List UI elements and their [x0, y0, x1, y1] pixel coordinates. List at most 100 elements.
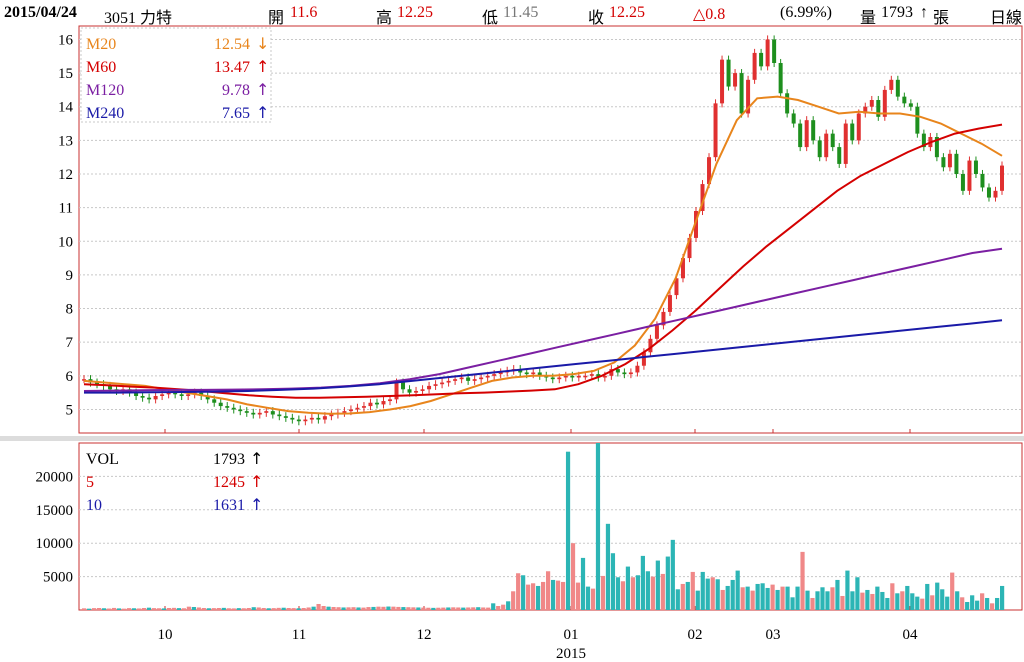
volume-bar: [835, 579, 840, 610]
volume-bar: [386, 606, 391, 610]
candle-body: [147, 397, 152, 400]
candle-body: [869, 100, 874, 107]
volume-bar: [151, 608, 157, 610]
volume-bar: [336, 607, 341, 610]
candle-body: [921, 133, 926, 148]
volume-bar: [371, 606, 376, 610]
price-tick-label: 12: [58, 167, 73, 183]
volume-bar: [331, 606, 336, 610]
close-label: 收: [588, 10, 605, 27]
volume-legend-5-name: 5: [86, 474, 94, 491]
volume-bar: [840, 595, 845, 610]
volume-bar: [885, 597, 890, 610]
volume-bar: [381, 606, 386, 610]
candle-body: [466, 377, 471, 381]
volume-bar: [396, 606, 401, 610]
volume-bar: [605, 523, 611, 610]
volume-bar: [855, 577, 860, 610]
candle-body: [231, 407, 236, 410]
candle-body: [895, 79, 900, 97]
candle-body: [772, 39, 777, 63]
volume-bar: [256, 607, 261, 610]
volume-bar: [735, 570, 740, 610]
volume-bar: [481, 607, 486, 610]
candle-body: [290, 417, 295, 420]
volume-bar: [905, 585, 910, 610]
volume-bar: [725, 585, 730, 610]
candle-body: [934, 137, 939, 158]
volume-bar: [915, 596, 920, 610]
candle-body: [316, 417, 321, 420]
candle-body: [726, 59, 731, 87]
volume-bar: [106, 608, 112, 610]
volume-bar: [146, 607, 152, 610]
volume-bar: [456, 607, 461, 610]
volume-bar: [660, 573, 665, 610]
candle-body: [720, 59, 725, 104]
volume-bar: [765, 587, 770, 610]
x-year-label: 2015: [556, 646, 586, 662]
volume-bar: [531, 583, 536, 610]
volume-bar: [795, 586, 800, 610]
volume-bar: [461, 607, 466, 610]
volume-bar: [740, 587, 745, 610]
ma-line-m240: [84, 319, 1003, 394]
candle-body: [973, 160, 978, 174]
volume-bar: [366, 607, 371, 610]
volume-bar: [695, 590, 700, 610]
candle-body: [518, 369, 523, 373]
volume-bar: [86, 608, 92, 610]
volume-panel-frame: [78, 442, 1023, 611]
candle-body: [134, 392, 139, 396]
volume-bar: [990, 603, 995, 610]
volume-bar: [416, 607, 421, 610]
volume-bar: [900, 591, 905, 610]
candle-body: [270, 411, 275, 415]
ma-line-m20: [83, 95, 1003, 415]
volume-value: 1793: [881, 4, 913, 21]
volume-bar: [975, 600, 980, 610]
volume-bar: [875, 586, 880, 610]
close-value: 12.25: [609, 4, 645, 21]
volume-bar: [995, 597, 1000, 610]
volume-bar: [191, 606, 196, 610]
volume-bar: [356, 607, 361, 610]
candle-body: [303, 419, 308, 422]
volume-bar: [770, 584, 775, 610]
price-tick-label: 5: [66, 402, 74, 418]
volume-bar: [361, 607, 366, 610]
change-value: △0.8: [693, 6, 726, 23]
volume-bar: [231, 608, 236, 610]
volume-bar: [91, 608, 97, 610]
x-tick-label: 03: [766, 627, 781, 643]
volume-bar: [116, 608, 122, 610]
volume-bar: [685, 581, 690, 610]
volume-bar: [271, 608, 276, 610]
candle-body: [654, 325, 659, 339]
candle-body: [986, 187, 991, 198]
volume-bar: [640, 555, 645, 610]
volume-bar: [590, 588, 596, 610]
volume-bar: [131, 608, 137, 610]
candle-body: [661, 311, 666, 326]
legend-m120-value: 9.78: [222, 82, 250, 99]
volume-bar: [446, 607, 451, 610]
volume-bar: [276, 607, 281, 610]
candle-body: [707, 157, 712, 185]
volume-bar: [211, 608, 216, 610]
legend-m20-value: 12.54: [214, 36, 250, 53]
candle-body: [641, 352, 646, 366]
candle-body: [283, 416, 288, 418]
volume-bar: [555, 580, 561, 610]
candle-body: [374, 402, 379, 405]
volume-bar: [186, 606, 191, 610]
volume-bar: [101, 608, 107, 610]
volume-bar: [945, 596, 950, 610]
volume-bar: [825, 591, 830, 610]
volume-bar: [451, 607, 456, 610]
volume-bar: [496, 605, 501, 610]
volume-bar: [346, 607, 351, 610]
candle-body: [563, 375, 568, 378]
period-label: 日線: [990, 10, 1023, 27]
volume-bar: [316, 603, 321, 610]
